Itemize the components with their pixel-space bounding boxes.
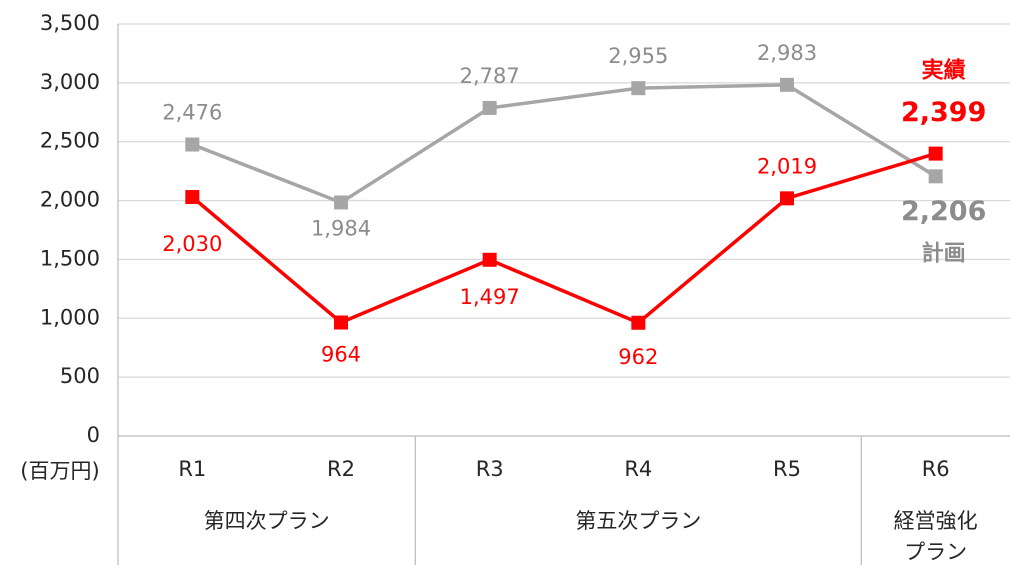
x-tick-label: R6 bbox=[922, 457, 950, 481]
data-label: 2,206 bbox=[901, 196, 986, 227]
y-tick-label: 1,000 bbox=[40, 305, 100, 329]
y-tick-label: 1,500 bbox=[40, 246, 100, 270]
x-tick-label: R4 bbox=[624, 457, 652, 481]
marker bbox=[185, 137, 200, 152]
data-label: 964 bbox=[321, 343, 361, 367]
marker bbox=[482, 252, 497, 267]
group-label: 第四次プラン bbox=[204, 509, 330, 533]
y-unit-label: (百万円) bbox=[20, 459, 99, 483]
series-line bbox=[191, 151, 937, 325]
marker bbox=[334, 315, 348, 330]
marker bbox=[334, 195, 348, 210]
data-label: 1,497 bbox=[460, 285, 520, 309]
marker bbox=[780, 191, 794, 206]
y-tick-label: 500 bbox=[60, 364, 100, 388]
marker bbox=[928, 146, 943, 161]
group-label: 第五次プラン bbox=[575, 509, 701, 533]
legend-label: 計画 bbox=[922, 240, 966, 266]
data-label: 2,399 bbox=[901, 97, 986, 128]
data-label: 2,019 bbox=[757, 154, 817, 178]
y-tick-label: 2,000 bbox=[40, 188, 100, 212]
marker bbox=[482, 100, 497, 115]
marker bbox=[631, 81, 646, 96]
y-tick-label: 3,000 bbox=[40, 70, 100, 94]
x-tick-label: R1 bbox=[178, 457, 206, 481]
x-tick-label: R3 bbox=[476, 457, 504, 481]
y-tick-label: 0 bbox=[87, 423, 100, 447]
data-label: 2,030 bbox=[162, 232, 222, 256]
series-line bbox=[191, 83, 937, 205]
data-label: 962 bbox=[618, 345, 658, 369]
data-label: 2,476 bbox=[162, 101, 222, 125]
legend-label: 実績 bbox=[922, 58, 966, 84]
marker bbox=[780, 77, 794, 92]
data-label: 2,955 bbox=[608, 44, 668, 68]
group-label: プラン bbox=[904, 540, 967, 564]
x-tick-label: R2 bbox=[327, 457, 355, 481]
marker bbox=[928, 169, 943, 184]
data-label: 2,787 bbox=[460, 64, 520, 88]
x-tick-label: R5 bbox=[773, 457, 801, 481]
marker bbox=[185, 190, 200, 205]
data-label: 2,983 bbox=[757, 41, 817, 65]
group-label: 経営強化 bbox=[894, 509, 978, 533]
data-label: 1,984 bbox=[311, 216, 371, 240]
y-tick-label: 3,500 bbox=[40, 11, 100, 35]
marker bbox=[631, 315, 646, 330]
y-tick-label: 2,500 bbox=[40, 129, 100, 153]
